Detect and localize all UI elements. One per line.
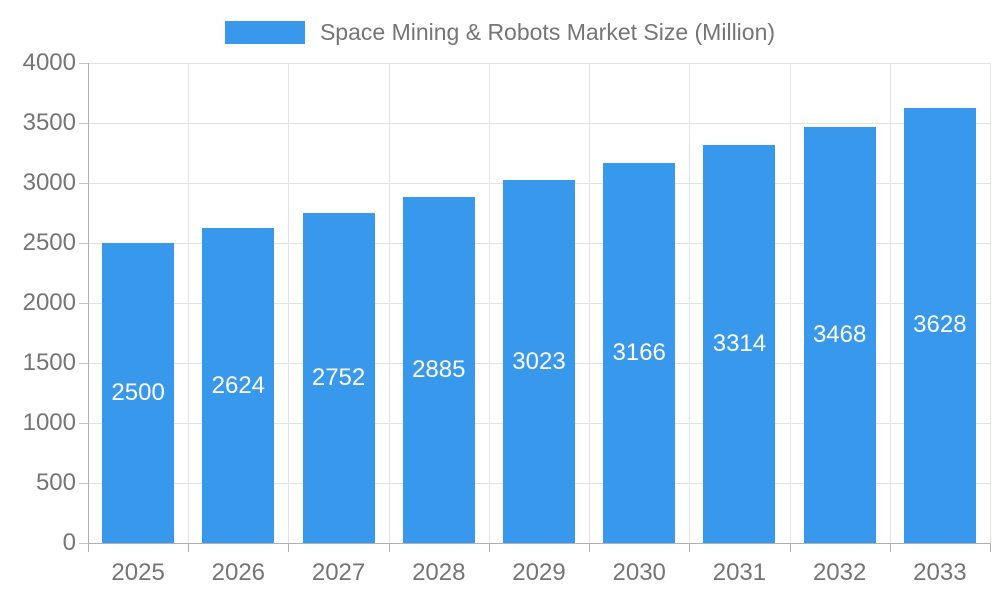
v-gridline <box>889 63 891 543</box>
y-axis-label: 500 <box>35 469 76 496</box>
x-axis-label: 2025 <box>111 559 165 586</box>
bar-2026[interactable]: 2624 <box>202 228 275 543</box>
v-gridline <box>789 63 791 543</box>
x-tick-mark <box>789 543 791 552</box>
bar-value-label: 3468 <box>812 320 867 348</box>
y-tick-mark <box>79 123 88 124</box>
bar-2032[interactable]: 3468 <box>803 126 876 543</box>
bar-value-label: 3628 <box>913 311 967 339</box>
x-axis-label: 2029 <box>512 559 566 586</box>
y-tick-mark <box>79 303 88 304</box>
bar-value-label: 2752 <box>311 363 366 391</box>
x-axis-label: 2032 <box>812 559 867 586</box>
x-axis-label: 2028 <box>412 559 466 586</box>
bar-2028[interactable]: 2885 <box>402 196 475 543</box>
y-tick-mark <box>79 483 88 484</box>
y-axis-label: 1500 <box>22 349 76 376</box>
bar-2029[interactable]: 3023 <box>503 180 575 543</box>
chart-legend[interactable]: Space Mining & Robots Market Size (Milli… <box>0 17 1000 47</box>
bar-value-label: 3023 <box>512 347 566 375</box>
x-axis-label: 2026 <box>211 559 266 586</box>
bar-2027[interactable]: 2752 <box>302 212 375 543</box>
v-gridline <box>288 63 290 543</box>
x-tick-mark <box>689 543 691 552</box>
x-tick-mark <box>288 543 290 552</box>
y-axis-line <box>88 63 89 552</box>
x-axis-label: 2031 <box>712 559 767 586</box>
bar-2025[interactable]: 2500 <box>102 243 175 543</box>
x-tick-mark <box>990 543 991 552</box>
h-gridline <box>88 123 990 124</box>
bar-2031[interactable]: 3314 <box>703 145 776 543</box>
y-axis-label: 0 <box>62 529 76 556</box>
y-axis-label: 1000 <box>22 409 76 436</box>
y-tick-mark <box>79 543 88 544</box>
x-tick-mark <box>889 543 891 552</box>
y-axis-label: 3000 <box>22 169 76 196</box>
v-gridline <box>589 63 591 543</box>
bar-value-label: 2500 <box>111 379 165 406</box>
x-axis-line <box>88 543 990 544</box>
bar-value-label: 3166 <box>612 339 666 367</box>
x-tick-mark <box>488 543 490 552</box>
y-axis-label: 2500 <box>22 229 76 256</box>
bar-value-label: 3314 <box>712 330 767 358</box>
y-tick-mark <box>79 63 88 64</box>
x-tick-mark <box>188 543 190 552</box>
legend-label: Space Mining & Robots Market Size (Milli… <box>319 18 776 45</box>
y-tick-mark <box>79 423 88 424</box>
bar-2033[interactable]: 3628 <box>903 107 976 543</box>
x-tick-mark <box>388 543 390 552</box>
y-tick-mark <box>79 243 88 244</box>
bar-value-label: 2885 <box>412 355 466 383</box>
v-gridline <box>188 63 190 543</box>
v-gridline <box>990 63 991 543</box>
x-axis-label: 2033 <box>913 559 967 586</box>
y-axis-label: 4000 <box>22 49 76 76</box>
x-axis-label: 2030 <box>612 559 666 586</box>
x-axis-label: 2027 <box>311 559 366 586</box>
v-gridline <box>388 63 390 543</box>
y-axis-label: 2000 <box>22 289 76 316</box>
x-tick-mark <box>589 543 591 552</box>
y-axis-label: 3500 <box>22 109 76 136</box>
h-gridline <box>88 63 990 64</box>
y-tick-mark <box>79 363 88 364</box>
y-tick-mark <box>79 183 88 184</box>
bar-2030[interactable]: 3166 <box>603 163 676 543</box>
legend-swatch <box>224 20 305 44</box>
bar-value-label: 2624 <box>211 371 266 399</box>
v-gridline <box>488 63 490 543</box>
v-gridline <box>689 63 691 543</box>
